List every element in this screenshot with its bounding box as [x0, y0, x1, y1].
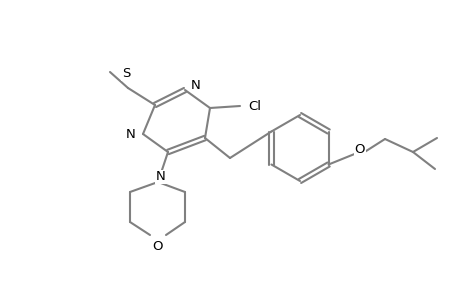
Text: N: N	[156, 170, 166, 184]
Text: N: N	[126, 128, 136, 140]
Text: Cl: Cl	[247, 100, 260, 112]
Text: S: S	[122, 67, 130, 80]
Text: O: O	[354, 142, 364, 155]
Text: N: N	[190, 79, 200, 92]
Text: O: O	[152, 240, 163, 253]
